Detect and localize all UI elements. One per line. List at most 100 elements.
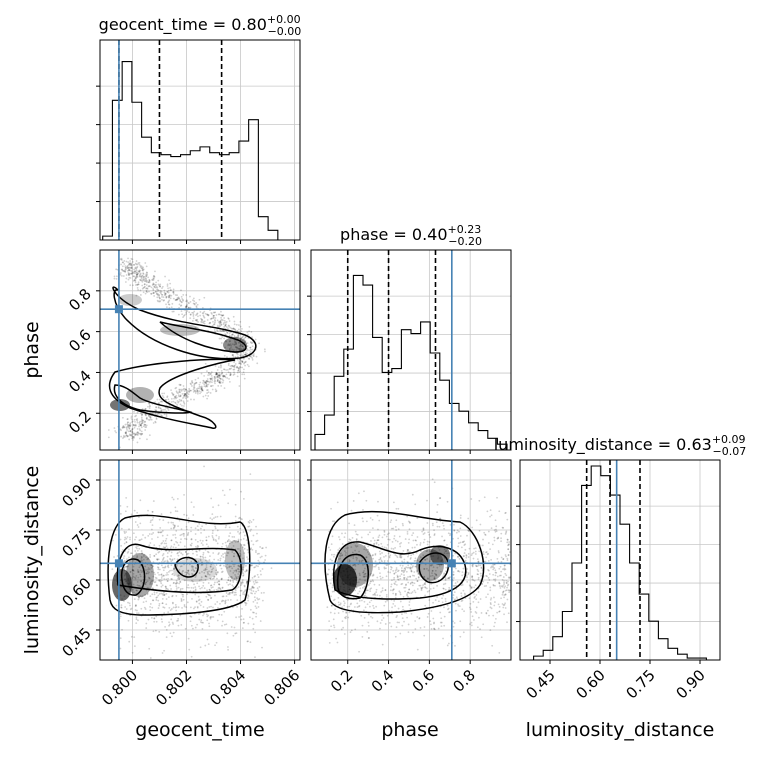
sample-point — [136, 418, 139, 420]
sample-point — [129, 422, 132, 425]
sample-point — [471, 576, 473, 579]
sample-point — [171, 621, 174, 624]
sample-point — [244, 351, 247, 354]
sample-point — [142, 269, 144, 272]
sample-point — [150, 418, 153, 421]
sample-point — [163, 392, 166, 395]
sample-point — [165, 592, 168, 595]
sample-point — [490, 527, 493, 530]
sample-point — [149, 416, 151, 418]
sample-point — [158, 412, 161, 415]
sample-point — [230, 373, 232, 376]
sample-point — [475, 519, 478, 522]
sample-point — [146, 580, 149, 583]
sample-point — [141, 287, 144, 290]
sample-point — [400, 541, 403, 544]
sample-point — [152, 630, 155, 633]
sample-point — [134, 415, 136, 418]
sample-point — [225, 524, 228, 527]
sample-point — [140, 432, 142, 435]
sample-point — [226, 632, 229, 635]
sample-point — [235, 575, 237, 578]
sample-point — [125, 427, 128, 430]
sample-point — [443, 539, 446, 542]
sample-point — [186, 552, 189, 555]
sample-point — [453, 523, 455, 526]
sample-point — [264, 554, 267, 557]
sample-point — [376, 576, 379, 579]
sample-point — [119, 637, 122, 640]
sample-point — [241, 361, 244, 364]
sample-point — [146, 558, 149, 561]
sample-point — [477, 560, 480, 563]
sample-point — [148, 544, 151, 547]
sample-point — [395, 519, 398, 522]
sample-point — [460, 592, 463, 595]
sample-point — [358, 550, 360, 553]
sample-point — [461, 599, 464, 602]
sample-point — [182, 593, 185, 596]
sample-point — [246, 363, 249, 366]
sample-point — [505, 589, 508, 592]
sample-point — [220, 323, 223, 326]
sample-point — [163, 291, 166, 294]
sample-point — [182, 388, 185, 391]
sample-point — [158, 300, 161, 303]
sample-point — [383, 531, 386, 533]
sample-point — [401, 624, 404, 627]
sample-point — [222, 553, 224, 555]
sample-point — [439, 497, 442, 499]
sample-point — [185, 300, 187, 303]
sample-point — [428, 589, 431, 592]
sample-point — [166, 565, 169, 568]
sample-point — [225, 554, 228, 557]
sample-point — [242, 544, 245, 546]
sample-point — [172, 288, 175, 291]
sample-point — [218, 552, 220, 554]
sample-point — [192, 587, 195, 589]
sample-point — [183, 545, 186, 548]
sample-point — [219, 382, 222, 385]
sample-point — [165, 292, 167, 295]
sample-point — [180, 310, 183, 313]
sample-point — [406, 551, 409, 554]
sample-point — [480, 612, 483, 614]
sample-point — [502, 568, 504, 571]
sample-point — [388, 532, 390, 535]
sample-point — [393, 560, 396, 563]
sample-point — [140, 585, 143, 588]
sample-point — [428, 533, 431, 536]
sample-point — [199, 311, 202, 313]
sample-point — [133, 645, 136, 647]
sample-point — [221, 587, 224, 589]
sample-point — [122, 261, 125, 264]
sample-point — [393, 600, 396, 602]
sample-point — [154, 576, 157, 579]
sample-point — [399, 591, 402, 594]
sample-point — [213, 329, 216, 331]
ytick-label-luminosity_distance: 0.60 — [58, 574, 94, 610]
sample-point — [240, 363, 242, 365]
sample-point — [148, 419, 151, 421]
sample-point — [381, 560, 383, 563]
sample-point — [189, 606, 192, 609]
sample-point — [364, 582, 367, 585]
sample-point — [390, 585, 392, 588]
sample-point — [234, 520, 237, 522]
sample-point — [162, 296, 165, 299]
sample-point — [216, 571, 219, 573]
sample-point — [186, 395, 189, 398]
sample-point — [217, 374, 220, 377]
sample-point — [344, 532, 347, 535]
sample-point — [243, 621, 245, 624]
sample-point — [155, 293, 158, 295]
sample-point — [383, 604, 386, 607]
sample-point — [161, 620, 164, 623]
grid-lines — [100, 460, 300, 660]
sample-point — [166, 560, 169, 563]
sample-point — [393, 578, 395, 581]
sample-point — [377, 528, 379, 531]
sample-point — [332, 555, 335, 558]
sample-point — [369, 605, 371, 608]
sample-point — [152, 277, 155, 280]
